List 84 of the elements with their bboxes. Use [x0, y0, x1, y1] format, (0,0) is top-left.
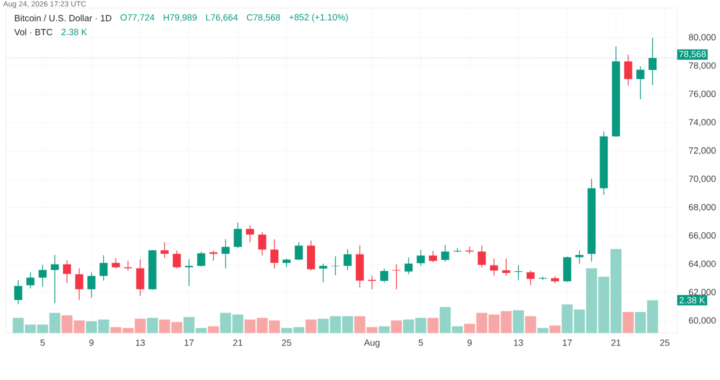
- candlestick: [344, 248, 352, 270]
- bar: [146, 318, 158, 333]
- candlestick: [234, 222, 242, 249]
- y-tick-label: 80,000: [688, 34, 716, 42]
- y-tick-label: 60,000: [688, 317, 716, 325]
- y-tick-label: 68,000: [688, 204, 716, 212]
- y-tick-label: 72,000: [688, 147, 716, 155]
- candlestick: [514, 264, 522, 281]
- bar: [428, 318, 438, 333]
- y-tick-label: 78,000: [688, 62, 716, 70]
- x-tick-label: 13: [514, 340, 524, 346]
- candlestick: [222, 238, 230, 269]
- x-tick-label: 21: [233, 340, 242, 346]
- bar: [512, 310, 524, 333]
- x-tick-label: 5: [40, 340, 45, 346]
- candlestick: [502, 258, 510, 276]
- annotation: +852 (+1.10%): [289, 14, 348, 22]
- x-tick-label: 17: [562, 340, 572, 346]
- y-tick-label: 66,000: [688, 232, 716, 240]
- candlestick: [258, 231, 266, 256]
- y-tick-label: 76,000: [688, 90, 716, 98]
- annotation: 2.38 K: [62, 28, 88, 36]
- text: 2.38 K: [680, 297, 706, 304]
- candlestick: [75, 268, 84, 300]
- annotation: H79,989: [164, 14, 197, 22]
- y-tick-label: 70,000: [688, 176, 716, 184]
- bar: [378, 326, 390, 333]
- candlestick: [404, 257, 413, 275]
- x-tick-label: 25: [282, 340, 292, 346]
- candlestick: [294, 242, 303, 260]
- candlestick: [124, 260, 132, 271]
- candlestick: [416, 249, 425, 266]
- text: Bitcoin / U.S. Dollar · 1D: [14, 14, 112, 22]
- candlestick: [246, 225, 254, 243]
- y-tick-label: 64,000: [688, 260, 716, 268]
- x-tick-label: 25: [660, 340, 670, 346]
- candlestick: [172, 250, 181, 269]
- bar: [306, 320, 316, 333]
- candlestick: [624, 54, 632, 86]
- chart-title: Vol · BTC: [14, 28, 52, 36]
- ref-line-label: 78,568: [679, 50, 706, 58]
- candlestick: [26, 272, 34, 289]
- candlestick: [466, 246, 474, 254]
- y-tick-label: 74,000: [688, 118, 716, 126]
- bar: [550, 325, 560, 333]
- candlestick: [136, 258, 144, 296]
- candlestick: [62, 260, 72, 284]
- x-tick-label: 5: [418, 340, 423, 346]
- candlestick: [100, 254, 108, 281]
- x-tick-label: 9: [89, 340, 94, 346]
- candlestick: [184, 258, 194, 286]
- bar: [525, 316, 536, 333]
- candlestick: [368, 276, 376, 290]
- annotation: O77,724: [120, 14, 154, 22]
- candlestick: [14, 279, 22, 305]
- x-tick-label: 21: [611, 340, 621, 346]
- candlestick: [380, 268, 388, 283]
- x-tick-label: 17: [184, 340, 194, 346]
- candlestick: [441, 244, 450, 262]
- bar: [537, 328, 548, 333]
- annotation: C78,568: [246, 14, 280, 22]
- bar: [208, 326, 219, 333]
- candlestick: [112, 258, 120, 269]
- candlestick: [87, 272, 96, 298]
- candlestick: [209, 250, 218, 262]
- candlestick: [270, 238, 278, 269]
- candlestick: [478, 245, 486, 268]
- candlestick: [526, 270, 535, 286]
- candlestick: [331, 256, 340, 276]
- bar: [390, 320, 402, 333]
- candlestick: [636, 66, 644, 100]
- candlestick: [319, 263, 328, 283]
- x-tick-label: Aug: [364, 340, 380, 348]
- annotation: L76,664: [206, 14, 238, 22]
- x-tick-label: 13: [136, 340, 145, 346]
- bar: [622, 312, 634, 333]
- candlestick: [306, 240, 316, 271]
- candlestick: [490, 258, 498, 276]
- candlestick: [38, 264, 47, 287]
- candlestick: [50, 254, 59, 304]
- candlestick: [428, 250, 438, 263]
- candlestick: [160, 242, 169, 258]
- x-tick-label: 9: [468, 340, 472, 346]
- candlestick: [197, 251, 206, 267]
